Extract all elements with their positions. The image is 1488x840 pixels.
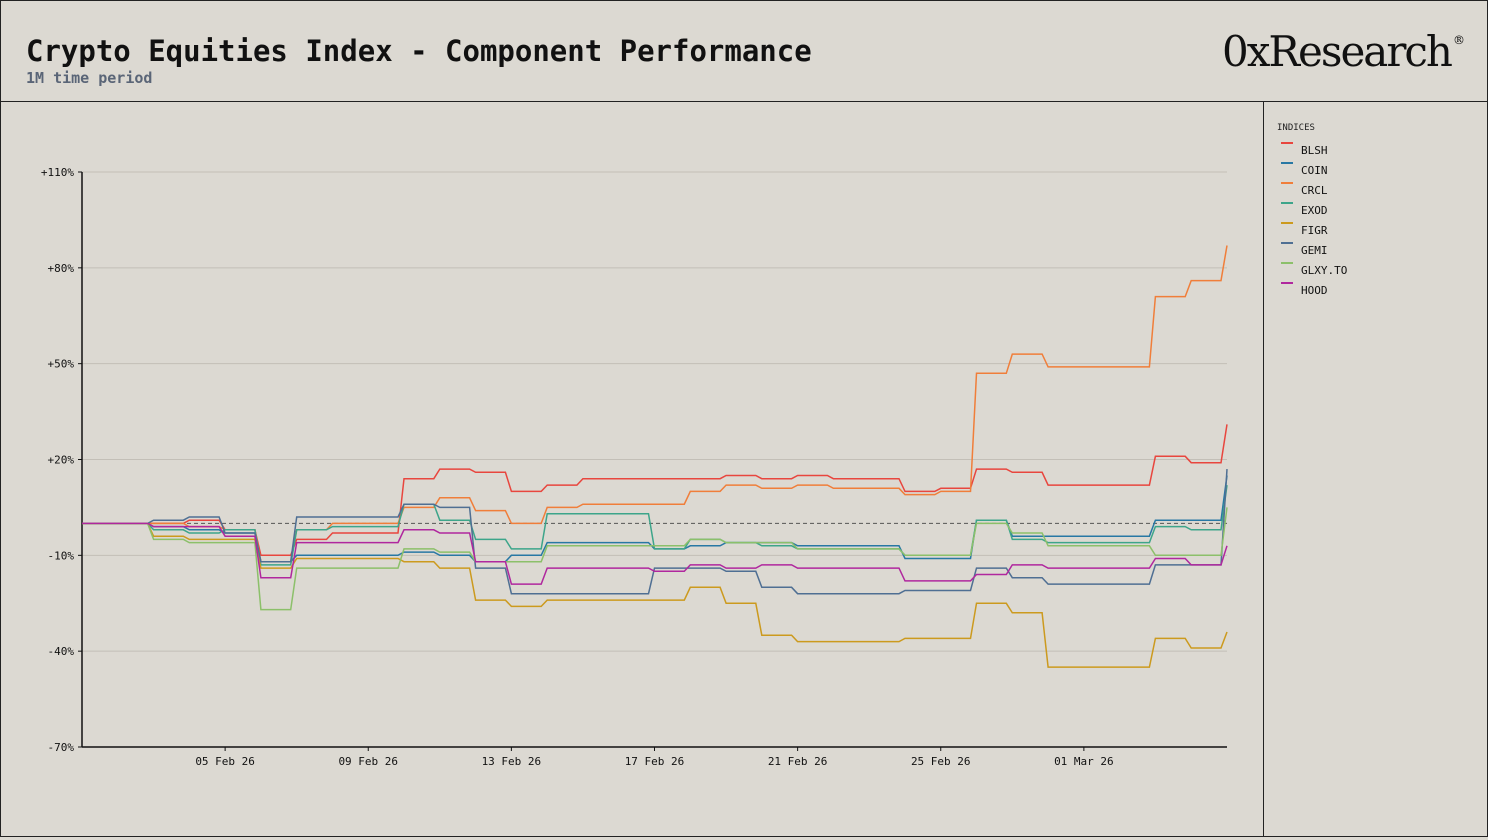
series-line-exod bbox=[82, 485, 1228, 566]
y-tick-label: +110% bbox=[41, 166, 74, 179]
legend-label: GEMI bbox=[1301, 244, 1328, 257]
brand-logo-text: 0xResearch bbox=[1222, 27, 1453, 76]
legend-item: HOOD bbox=[1281, 281, 1481, 297]
y-tick-label: +80% bbox=[48, 262, 75, 275]
legend-swatch bbox=[1281, 222, 1293, 224]
legend-swatch bbox=[1281, 242, 1293, 244]
x-tick-label: 17 Feb 26 bbox=[625, 755, 685, 768]
series-line-figr bbox=[82, 522, 1228, 668]
x-tick-label: 09 Feb 26 bbox=[338, 755, 398, 768]
line-chart: +110% +80% +50% +20% -10% -40% -70% 05 Feb 26 09… bbox=[41, 166, 1228, 768]
header: Crypto Equities Index - Component Perfor… bbox=[1, 1, 1487, 102]
registered-mark: ® bbox=[1453, 33, 1465, 47]
series-line-crcl bbox=[82, 245, 1228, 563]
chart-area: +110% +80% +50% +20% -10% -40% -70% 05 Feb 26 09… bbox=[1, 102, 1264, 836]
legend-label: GLXY.TO bbox=[1301, 264, 1348, 277]
legend-swatch bbox=[1281, 182, 1293, 184]
x-tick-label: 01 Mar 26 bbox=[1054, 755, 1114, 768]
legend-swatch bbox=[1281, 142, 1293, 144]
brand-logo: 0xResearch ® bbox=[1222, 27, 1465, 76]
legend-label: CRCL bbox=[1301, 184, 1328, 197]
legend-item: CRCL bbox=[1281, 181, 1481, 197]
legend-label: BLSH bbox=[1301, 144, 1328, 157]
legend-item: GLXY.TO bbox=[1281, 261, 1481, 277]
legend-swatch bbox=[1281, 162, 1293, 164]
legend-title: INDICES bbox=[1277, 123, 1315, 133]
series-line-gemi bbox=[82, 469, 1228, 595]
legend-swatch bbox=[1281, 282, 1293, 284]
x-tick-label: 13 Feb 26 bbox=[482, 755, 542, 768]
y-tick-label: -40% bbox=[48, 645, 75, 658]
y-tick-label: -70% bbox=[48, 741, 75, 754]
series-line-glxy-to bbox=[82, 507, 1228, 611]
legend-item: EXOD bbox=[1281, 201, 1481, 217]
x-tick-label: 21 Feb 26 bbox=[768, 755, 828, 768]
legend-label: EXOD bbox=[1301, 204, 1328, 217]
page-subtitle: 1M time period bbox=[26, 69, 153, 87]
x-tick-label: 05 Feb 26 bbox=[195, 755, 255, 768]
legend-item: BLSH bbox=[1281, 141, 1481, 157]
y-tick-label: -10% bbox=[48, 549, 75, 562]
legend-swatch bbox=[1281, 202, 1293, 204]
legend-item: COIN bbox=[1281, 161, 1481, 177]
series-line-blsh bbox=[82, 424, 1228, 557]
legend-label: FIGR bbox=[1301, 224, 1328, 237]
legend-label: HOOD bbox=[1301, 284, 1328, 297]
page-title: Crypto Equities Index - Component Perfor… bbox=[26, 34, 812, 68]
series-line-hood bbox=[82, 522, 1228, 585]
legend-item: GEMI bbox=[1281, 241, 1481, 257]
legend-swatch bbox=[1281, 262, 1293, 264]
x-tick-label: 25 Feb 26 bbox=[911, 755, 971, 768]
legend-item: FIGR bbox=[1281, 221, 1481, 237]
legend-label: COIN bbox=[1301, 164, 1328, 177]
legend: INDICES BLSH COIN CRCL EXOD FIGR GEMI GLXY.TO H… bbox=[1265, 102, 1487, 302]
y-tick-label: +50% bbox=[48, 358, 75, 371]
y-tick-label: +20% bbox=[48, 454, 75, 467]
